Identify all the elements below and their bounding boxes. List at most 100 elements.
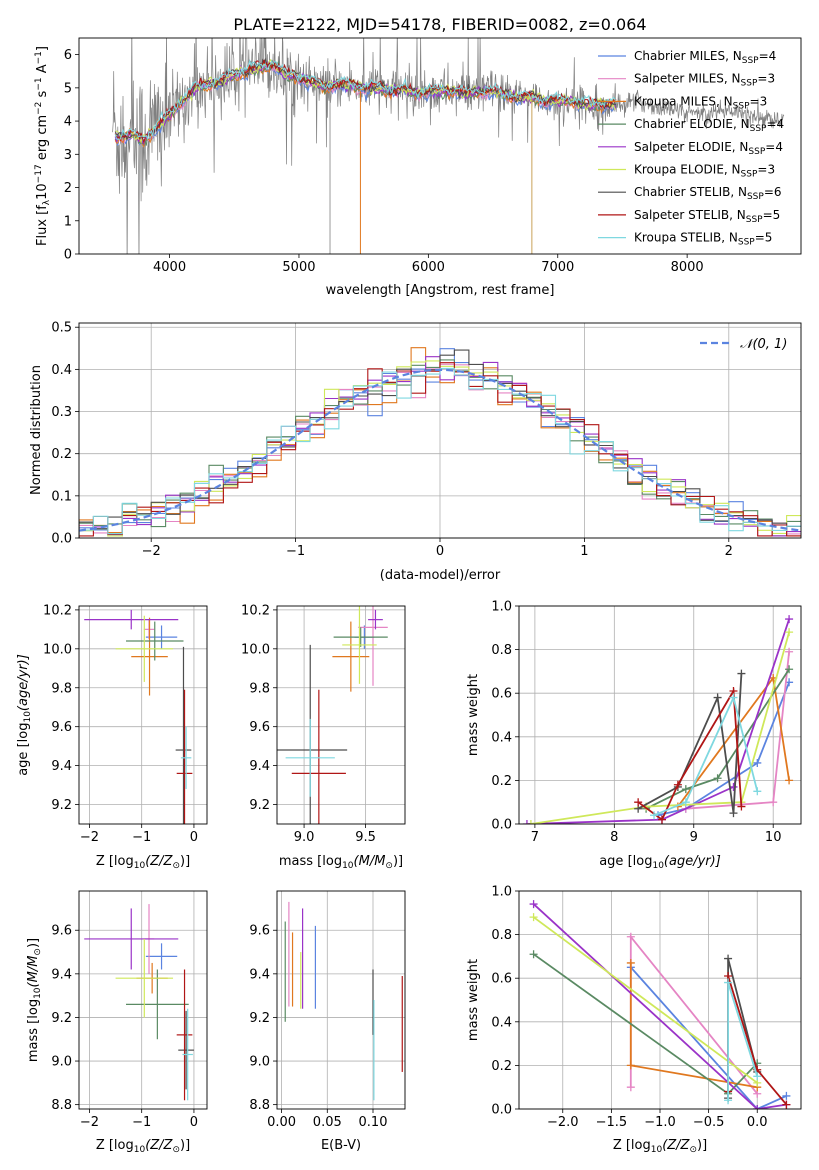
weight-line-wAge-8 [653,694,759,817]
weight-marker-wAge-1-1 [769,798,778,807]
ytick-label-wAge-0: 0.0 [491,818,512,833]
xtick-label-mE-0: 0.00 [267,1115,296,1130]
weight-marker-wAge-4-0 [522,820,531,824]
weight-marker-wZ-4-0 [529,900,538,909]
ytick-label-mE-1: 9.0 [249,1055,270,1070]
yl-c: (M/M [26,956,41,988]
xtick-label-wAge-2: 9 [690,830,698,845]
ytick-label-res-5: 0.5 [51,321,72,336]
yl-b: 10 [33,987,43,999]
ytick-label-res-0: 0.0 [51,532,72,547]
xl-b: 10 [134,861,146,871]
weight-marker-wAge-7-2 [673,780,682,789]
weight-line-wZ-5 [533,916,758,1084]
xl-e: )] [697,1138,707,1153]
weight-line-wZ-0 [630,966,787,1109]
weight-marker-wAge-4-2 [729,782,738,791]
residuals-panel: −2 −1 0 1 2 0.0 0.1 0.2 0.3 0.4 0.5 (data-model)/er… [29,321,802,583]
weight-marker-wAge-5-0 [526,820,535,824]
legend-label-n: =3 [757,72,775,86]
legend-label-7: Salpeter STELIB, NSSP=5 [634,208,780,225]
xl-c: (Z/Z [145,1138,173,1153]
xl-c: (Z/Z [662,1138,690,1153]
mass-vs-z-ylabel: mass [log10(M/M⊙)] [26,938,43,1062]
legend-label-3: Chabrier ELODIE, NSSP=4 [634,117,784,134]
xl-c: (age/yr)] [664,854,721,869]
weight-marker-wZ-2-1 [626,1061,635,1070]
weight-vs-metallicity-panel: −2.0 −1.5 −1.0 −0.5 0.0 0.0 0.2 0.4 0.6 0.8 1.0 Z [… [466,885,802,1155]
xtick-label-res-2: 0 [436,544,444,559]
ytick-label-res-1: 0.1 [51,489,72,504]
ytick-label-spec-3: 3 [64,148,72,163]
weight-marker-wAge-8-3 [753,787,762,796]
weight-marker-wZ-8-2 [753,1072,762,1081]
ylabel-part: ] [35,46,50,51]
weight-line-wAge-5 [530,631,790,824]
model-spectrum-2 [114,63,617,148]
frame-ageZ [78,605,208,825]
legend-label-text: Salpeter ELODIE, N [634,140,748,154]
ytick-label-wAge-4: 0.8 [491,643,512,658]
legend-label-text: Chabrier MILES, N [634,49,742,63]
frame-mZ [78,890,208,1110]
ytick-label-wAge-5: 1.0 [491,600,512,615]
ytick-label-mZ-4: 9.6 [51,924,72,939]
mass-vs-ebv-panel: 0.00 0.05 0.10 8.8 9.0 9.2 9.4 9.6 E(B-V) [249,890,406,1153]
ytick-label-mE-4: 9.6 [249,924,270,939]
normal-curve [79,368,801,532]
residuals-ylabel: Normed distribution [29,365,44,495]
plot-area-ageZ [84,609,193,824]
xl-b: 10 [342,861,354,871]
mass-vs-metallicity-panel: −2 −1 08.89.09.29.49.6Z [log10(Z/Z⊙)]mass … [26,890,208,1155]
weight-marker-wZ-0-2 [782,1091,791,1100]
weight-marker-wZ-1-0 [626,1083,635,1092]
weight-marker-wAge-4-3 [785,615,794,624]
xtick-label-wAge-1: 8 [610,830,618,845]
xtick-label-mZ-2: 0 [190,1115,198,1130]
spectrum-xlabel: wavelength [Angstrom, rest frame] [326,283,555,298]
weight-marker-wAge-3-3 [785,665,794,674]
age-vs-mass-xlabel: mass [log10(M/M⊙)] [279,854,403,871]
weight-marker-wZ-6-1 [724,954,733,963]
weight-line-wAge-0 [657,681,790,817]
xl-a: Z [log [96,854,134,869]
ytick-label-spec-4: 4 [64,115,72,130]
ylabel-part: −17 [34,164,44,183]
ytick-label-wZ-4: 0.8 [491,928,512,943]
xtick-label-wZ-4: 0.0 [747,1115,768,1130]
legend-label-text: Kroupa MILES, N [634,94,733,108]
xl-d: ⊙ [385,861,393,871]
xtick-label-ageZ-2: 0 [190,830,198,845]
xl-b: 10 [652,861,664,871]
xtick-label-res-1: −1 [286,544,305,559]
xl-d: ⊙ [689,1145,697,1155]
xtick-label-spec-4: 8000 [671,260,704,275]
ytick-label-spec-5: 5 [64,81,72,96]
age-vs-mass-panel: 9.0 9.5 9.2 9.4 9.6 9.8 10.0 10.2 mass [log10(M/… [241,603,406,871]
legend-label-sub: SSP [733,101,750,111]
yl-b: 10 [23,711,33,723]
plot-area-res [79,347,801,538]
ylabel-part: −1 [34,77,44,90]
legend-label-n: =3 [757,163,775,177]
figure-title: PLATE=2122, MJD=54178, FIBERID=0082, z=0… [233,15,646,34]
xtick-label-spec-2: 6000 [412,260,445,275]
xtick-label-spec-1: 5000 [282,260,315,275]
weight-marker-wZ-1-1 [626,932,635,941]
xtick-label-wZ-0: −2.0 [547,1115,579,1130]
frame-wZ [518,890,802,1110]
xl-a: mass [log [279,854,342,869]
xl-c: (Z/Z [145,854,173,869]
xl-d: ⊙ [172,861,180,871]
legend-label-8: Kroupa STELIB, NSSP=5 [634,231,772,248]
legend-label-6: Chabrier STELIB, NSSP=6 [634,185,782,202]
ytick-label-wZ-5: 1.0 [491,885,512,900]
legend-label-sub: SSP [742,56,759,66]
model-spectrum-8 [114,59,617,141]
ytick-label-mZ-3: 9.4 [51,967,72,982]
legend-label-2: Kroupa MILES, NSSP=3 [634,94,767,111]
xtick-label-res-0: −2 [142,544,161,559]
weight-marker-wAge-7-1 [657,815,666,824]
weight-vs-z-ylabel: mass weight [466,959,481,1041]
